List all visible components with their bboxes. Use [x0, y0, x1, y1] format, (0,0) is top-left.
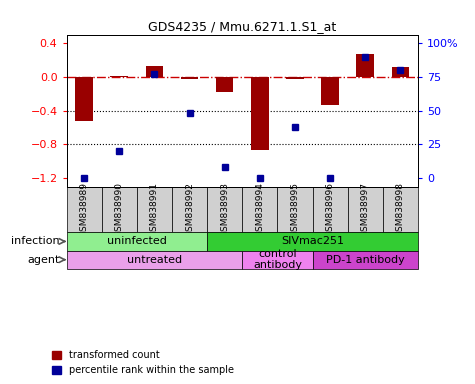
Title: GDS4235 / Mmu.6271.1.S1_at: GDS4235 / Mmu.6271.1.S1_at [148, 20, 336, 33]
Bar [207, 232, 418, 250]
Bar [383, 187, 418, 232]
Bar [286, 77, 304, 78]
Text: GSM838990: GSM838990 [115, 182, 124, 237]
Bar [356, 54, 374, 77]
Text: GSM838998: GSM838998 [396, 182, 405, 237]
Legend: transformed count, percentile rank within the sample: transformed count, percentile rank withi… [52, 351, 234, 375]
Bar [180, 77, 199, 78]
Bar [110, 76, 128, 77]
Bar [251, 77, 269, 150]
Text: uninfected: uninfected [107, 237, 167, 247]
Bar [75, 77, 93, 121]
Bar [242, 187, 277, 232]
Text: GSM838996: GSM838996 [326, 182, 334, 237]
Bar [66, 250, 242, 269]
Text: GSM838989: GSM838989 [80, 182, 88, 237]
Text: GSM838995: GSM838995 [291, 182, 299, 237]
Text: GSM838997: GSM838997 [361, 182, 370, 237]
Text: GSM838994: GSM838994 [256, 182, 264, 237]
Bar [102, 187, 137, 232]
Text: GSM838991: GSM838991 [150, 182, 159, 237]
Text: control
antibody: control antibody [253, 249, 302, 270]
Bar [321, 77, 339, 105]
Text: SIVmac251: SIVmac251 [281, 237, 344, 247]
Bar [207, 187, 242, 232]
Bar [348, 187, 383, 232]
Bar [137, 187, 172, 232]
Text: GSM838992: GSM838992 [185, 182, 194, 237]
Bar [172, 187, 207, 232]
Bar [277, 187, 313, 232]
Bar [66, 232, 207, 250]
Bar [66, 187, 102, 232]
Text: infection: infection [11, 237, 59, 247]
Bar [242, 250, 313, 269]
Text: agent: agent [27, 255, 59, 265]
Bar [216, 77, 233, 92]
Bar [313, 250, 418, 269]
Text: PD-1 antibody: PD-1 antibody [326, 255, 405, 265]
Text: GSM838993: GSM838993 [220, 182, 229, 237]
Bar [391, 67, 409, 77]
Bar [313, 187, 348, 232]
Bar [145, 66, 163, 77]
Text: untreated: untreated [127, 255, 182, 265]
